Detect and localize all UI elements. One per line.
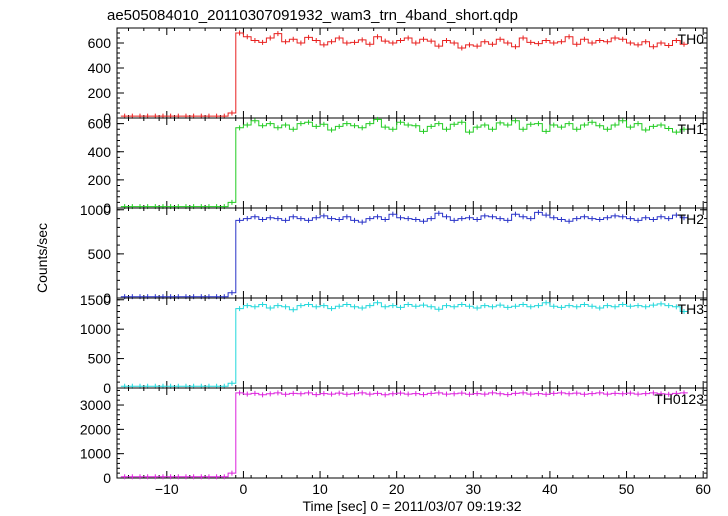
y-tick-label: 0 bbox=[103, 200, 111, 216]
y-tick-label: 0 bbox=[103, 290, 111, 306]
y-tick-label: 2000 bbox=[80, 421, 111, 437]
x-tick-label: 50 bbox=[619, 481, 635, 497]
x-tick-label: 40 bbox=[542, 481, 558, 497]
y-tick-label: 1000 bbox=[80, 446, 111, 462]
x-tick-label: 20 bbox=[389, 481, 405, 497]
y-tick-label: 400 bbox=[88, 60, 112, 76]
panel-frame bbox=[116, 117, 708, 209]
x-tick-label: −10 bbox=[155, 481, 179, 497]
y-tick-label: 500 bbox=[88, 246, 112, 262]
series-th2 bbox=[120, 211, 688, 298]
panel-frame bbox=[116, 387, 708, 479]
x-tick-label: 30 bbox=[466, 481, 482, 497]
panel-th2: 0 500 1000 TH2 bbox=[80, 202, 708, 306]
y-tick-label: 0 bbox=[103, 470, 111, 486]
series-th1 bbox=[120, 118, 688, 208]
panels: 0 200 400 600 TH0 0 200 400 600 TH1 0 500 1000 TH2 0 50… bbox=[80, 27, 708, 486]
y-tick-label: 1000 bbox=[80, 202, 111, 218]
x-axis-label: Time [sec] 0 = 2011/03/07 09:19:32 bbox=[302, 498, 521, 514]
y-tick-label: 200 bbox=[88, 172, 112, 188]
x-tick-label: 0 bbox=[240, 481, 248, 497]
chart-title: ae505084010_20110307091932_wam3_trn_4ban… bbox=[107, 7, 518, 24]
panel-th1: 0 200 400 600 TH1 bbox=[88, 116, 708, 216]
series-th0 bbox=[120, 32, 688, 117]
y-tick-label: 400 bbox=[88, 144, 112, 160]
panel-th0: 0 200 400 600 TH0 bbox=[88, 27, 708, 126]
panel-th0123: 0 1000 2000 3000 TH0123 bbox=[80, 387, 708, 486]
y-tick-label: 3000 bbox=[80, 397, 111, 413]
y-tick-label: 500 bbox=[88, 351, 112, 367]
y-tick-label: 0 bbox=[103, 110, 111, 126]
panel-th3: 0 500 1000 1500 TH3 bbox=[80, 292, 708, 396]
x-tick-label: 10 bbox=[312, 481, 328, 497]
y-tick-label: 200 bbox=[88, 85, 112, 101]
y-tick-label: 1000 bbox=[80, 321, 111, 337]
panel-label: TH2 bbox=[678, 211, 705, 227]
panel-frame bbox=[116, 207, 708, 299]
y-axis-label: Counts/sec bbox=[34, 223, 50, 293]
panel-label: TH0123 bbox=[654, 391, 704, 407]
series-th0123 bbox=[120, 392, 688, 478]
panel-frame bbox=[116, 297, 708, 389]
panel-label: TH1 bbox=[678, 121, 705, 137]
y-tick-label: 600 bbox=[88, 116, 112, 132]
panel-label: TH0 bbox=[678, 31, 705, 47]
panel-label: TH3 bbox=[678, 301, 705, 317]
series-th3 bbox=[120, 302, 688, 387]
y-tick-label: 0 bbox=[103, 380, 111, 396]
x-axis: −10 0 10 20 30 40 50 60 bbox=[155, 481, 711, 497]
y-tick-label: 1500 bbox=[80, 292, 111, 308]
x-tick-label: 60 bbox=[695, 481, 711, 497]
y-tick-label: 600 bbox=[88, 35, 112, 51]
